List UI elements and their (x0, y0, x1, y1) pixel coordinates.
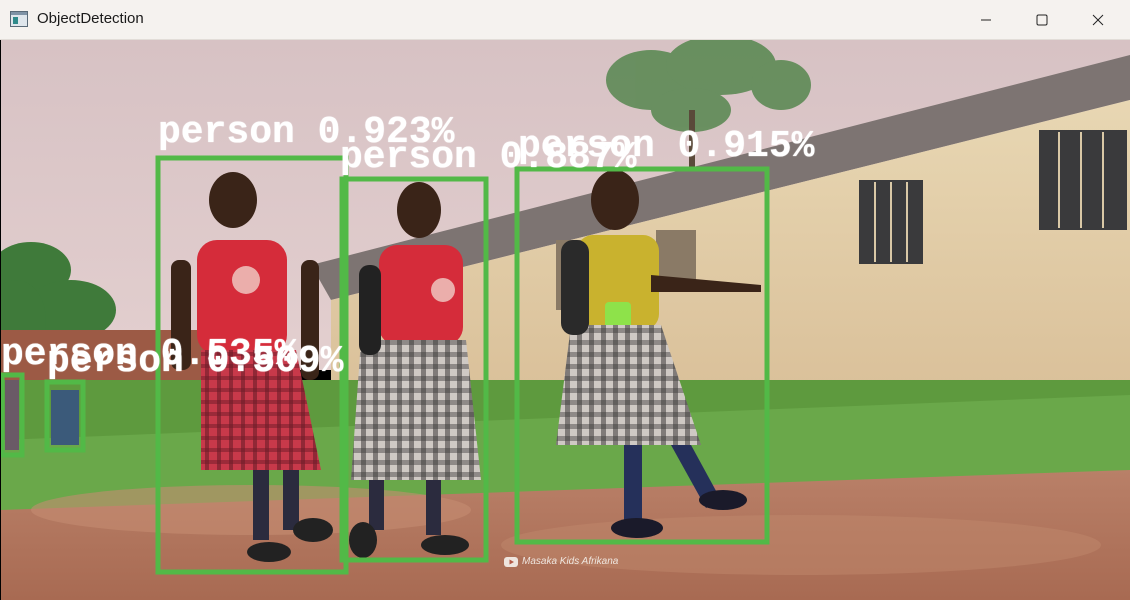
detection-label: person 0.915% (518, 125, 815, 168)
close-button[interactable] (1075, 0, 1121, 39)
detection-label: person 0.535% (1, 333, 298, 376)
detection-box (514, 166, 770, 545)
maximize-button[interactable] (1019, 0, 1065, 39)
detection-label: person 0.923% (158, 111, 455, 154)
scene-image (1, 40, 1130, 600)
detection-label: person 0.887% (340, 136, 637, 179)
watermark-text: Masaka Kids Afrikana (522, 556, 619, 567)
video-frame: person 0.923% person 0.915% person 0.887… (1, 40, 1130, 600)
minimize-icon (980, 14, 992, 26)
window-title: ObjectDetection (37, 10, 144, 27)
watermark: Masaka Kids Afrikana (504, 556, 618, 567)
detection-box (339, 176, 489, 563)
detection-box (155, 155, 349, 575)
title-bar[interactable]: ObjectDetection (0, 0, 1130, 40)
youtube-icon (504, 556, 518, 567)
close-icon (1092, 14, 1104, 26)
app-window-icon (10, 11, 28, 27)
maximize-icon (1036, 14, 1048, 26)
detection-box (44, 379, 86, 453)
detection-label: person 0.509% (47, 340, 344, 383)
detection-box (1, 372, 25, 458)
minimize-button[interactable] (963, 0, 1009, 39)
detection-boxes (1, 155, 770, 575)
